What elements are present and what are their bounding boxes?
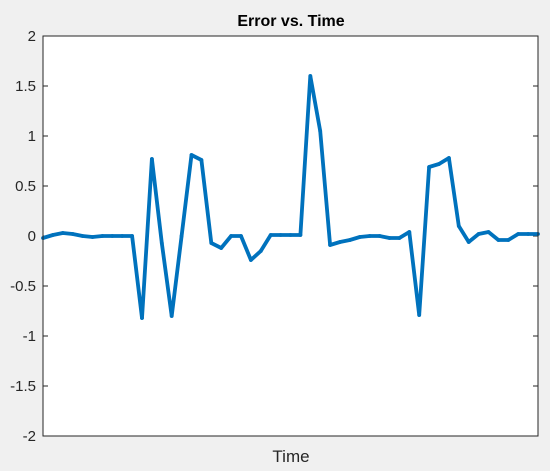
x-axis-label: Time — [272, 447, 309, 466]
data-point — [328, 243, 332, 247]
y-tick-label: 1.5 — [15, 78, 36, 95]
data-point — [169, 314, 174, 318]
data-point — [140, 316, 144, 320]
data-point — [51, 233, 55, 237]
data-point — [348, 238, 352, 242]
y-tick-label: -0.5 — [10, 278, 36, 295]
data-point — [219, 246, 224, 250]
data-point — [258, 249, 263, 253]
data-point — [288, 233, 293, 237]
data-point — [110, 234, 115, 238]
data-point — [476, 232, 481, 236]
data-point — [357, 235, 362, 239]
data-point — [249, 258, 253, 262]
data-point — [209, 241, 214, 245]
data-point — [397, 236, 402, 240]
data-point — [268, 233, 273, 237]
y-tick-label: -1 — [23, 328, 36, 345]
data-point — [387, 236, 392, 240]
y-tick-label: 0 — [28, 228, 36, 245]
data-point — [199, 158, 204, 162]
y-tick-label: 0.5 — [15, 178, 36, 195]
data-point — [80, 234, 85, 238]
data-point — [496, 238, 501, 242]
data-point — [100, 234, 105, 238]
data-point — [179, 234, 184, 238]
data-point — [159, 241, 164, 245]
y-tick-label: 1 — [28, 128, 36, 145]
data-point — [417, 313, 422, 317]
data-point — [60, 231, 65, 235]
data-point — [447, 156, 451, 160]
data-point — [456, 224, 461, 228]
y-tick-label: -1.5 — [10, 378, 36, 395]
data-point — [120, 234, 125, 238]
data-point — [367, 234, 372, 238]
data-point — [239, 234, 243, 238]
data-point — [189, 153, 194, 157]
data-point — [526, 232, 530, 236]
axes-frame — [42, 35, 539, 437]
data-point — [407, 230, 412, 234]
chart-title: Error vs. Time — [237, 13, 344, 30]
data-point — [130, 234, 135, 238]
data-point — [70, 232, 75, 236]
data-point — [308, 74, 313, 78]
data-point — [150, 157, 154, 161]
data-point — [506, 238, 511, 242]
data-point — [90, 235, 95, 239]
data-point — [466, 240, 471, 244]
data-point — [377, 234, 382, 238]
y-tick-label: 2 — [28, 28, 36, 45]
data-point — [516, 232, 521, 236]
data-point — [229, 234, 234, 238]
data-point — [437, 162, 441, 166]
data-point — [486, 230, 491, 234]
data-point — [427, 165, 431, 169]
y-tick-label: -2 — [23, 428, 36, 445]
data-point — [318, 129, 323, 133]
data-point — [298, 233, 303, 237]
data-point — [338, 240, 342, 244]
data-point — [278, 233, 283, 237]
